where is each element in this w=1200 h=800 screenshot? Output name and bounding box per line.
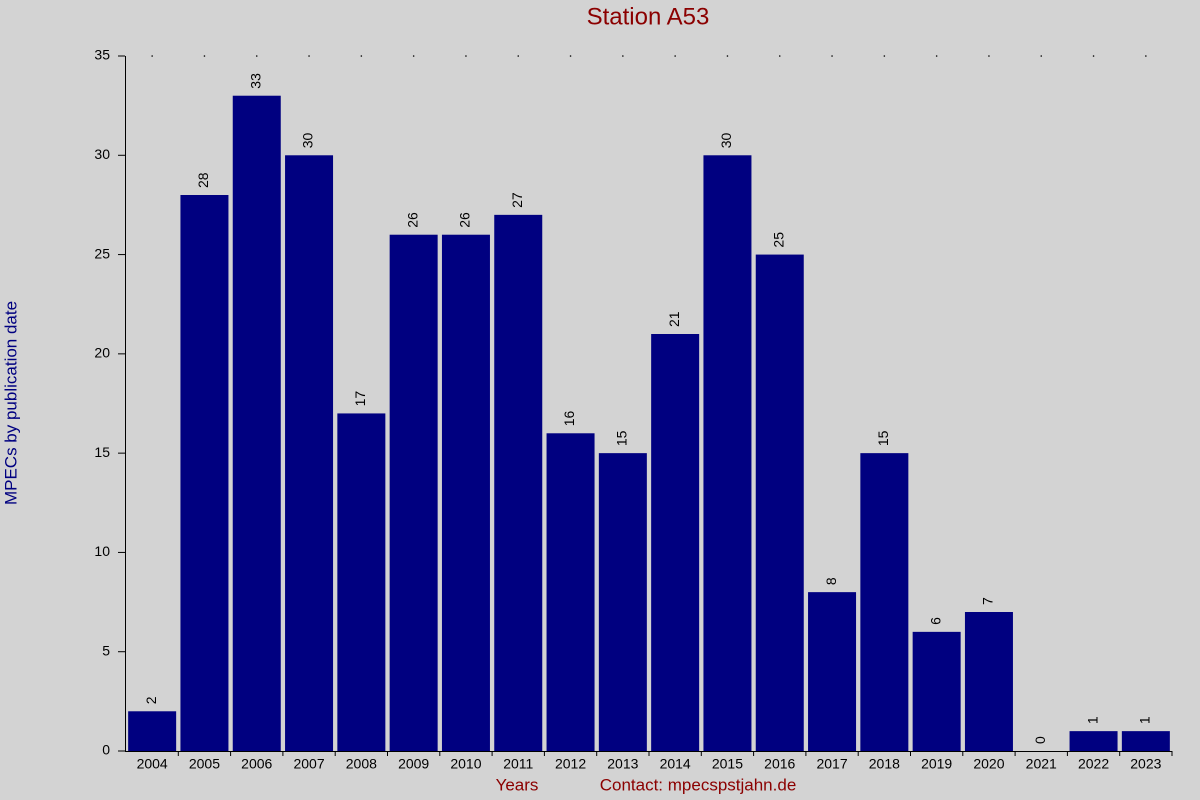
bar xyxy=(703,155,752,752)
value-label: 17 xyxy=(352,391,368,407)
value-label: 0 xyxy=(1032,736,1048,744)
bar xyxy=(598,453,647,751)
bar xyxy=(180,195,229,751)
bar xyxy=(285,155,334,752)
top-dot xyxy=(935,55,938,57)
top-dot xyxy=(831,55,833,57)
y-axis-label: MPECs by publication date xyxy=(1,301,20,505)
top-dot xyxy=(151,55,153,57)
y-tick-label: 20 xyxy=(94,345,110,361)
value-label: 1 xyxy=(1084,716,1100,724)
top-dot xyxy=(883,55,886,57)
x-tick-label: 2013 xyxy=(607,756,638,772)
top-dot xyxy=(517,55,520,57)
top-dot xyxy=(360,55,363,57)
top-dot xyxy=(622,55,624,57)
top-dot xyxy=(465,55,467,57)
top-dot xyxy=(1145,55,1147,57)
bar xyxy=(964,612,1013,751)
x-tick-label: 2005 xyxy=(189,756,220,772)
x-tick-label: 2006 xyxy=(241,756,272,772)
y-tick-label: 5 xyxy=(102,642,110,658)
bar xyxy=(1121,731,1170,751)
top-dot xyxy=(1092,55,1095,57)
x-tick-label: 2010 xyxy=(450,756,481,772)
bar xyxy=(860,453,909,751)
value-label: 8 xyxy=(823,577,839,585)
x-tick-label: 2004 xyxy=(137,756,168,772)
bar xyxy=(494,214,543,751)
bar xyxy=(389,234,438,751)
value-label: 1 xyxy=(1137,716,1153,724)
chart-title: Station A53 xyxy=(587,3,710,30)
bar xyxy=(128,711,177,751)
x-tick-label: 2011 xyxy=(503,756,533,772)
value-label: 6 xyxy=(927,617,943,625)
value-label: 25 xyxy=(770,232,786,248)
y-tick-label: 30 xyxy=(94,146,110,162)
value-label: 15 xyxy=(614,430,630,446)
x-tick-label: 2009 xyxy=(398,756,429,772)
contact: Contact: mpecspstjahn.de xyxy=(600,775,797,794)
x-tick-label: 2023 xyxy=(1130,756,1161,772)
y-tick-label: 10 xyxy=(94,543,110,559)
y-tick-label: 35 xyxy=(94,47,110,63)
top-dot xyxy=(203,55,206,57)
x-tick-label: 2021 xyxy=(1026,756,1057,772)
value-label: 16 xyxy=(561,410,577,426)
value-label: 26 xyxy=(404,212,420,228)
x-tick-label: 2007 xyxy=(293,756,324,772)
value-label: 2 xyxy=(143,696,159,704)
y-tick-label: 25 xyxy=(94,245,110,261)
x-tick-label: 2014 xyxy=(660,756,691,772)
y-tick-label: 15 xyxy=(94,444,110,460)
x-tick-label: 2018 xyxy=(869,756,900,772)
top-dot xyxy=(1040,55,1043,57)
bar xyxy=(808,592,857,751)
top-dot xyxy=(308,55,310,57)
bar xyxy=(337,413,386,751)
x-tick-label: 2016 xyxy=(764,756,795,772)
bar xyxy=(651,334,700,751)
bar xyxy=(232,95,281,751)
value-label: 30 xyxy=(718,132,734,148)
x-axis-label: Years xyxy=(496,775,539,794)
y-tick-label: 0 xyxy=(102,742,110,758)
bar xyxy=(441,234,490,751)
top-dot xyxy=(674,55,676,57)
top-dot xyxy=(255,55,258,57)
value-label: 7 xyxy=(980,597,996,605)
top-dot xyxy=(412,55,415,57)
bar xyxy=(546,433,595,751)
value-label: 28 xyxy=(195,172,211,188)
bar xyxy=(912,631,961,751)
value-label: 15 xyxy=(875,430,891,446)
x-tick-label: 2015 xyxy=(712,756,743,772)
value-label: 26 xyxy=(457,212,473,228)
x-tick-label: 2020 xyxy=(973,756,1004,772)
x-tick-label: 2012 xyxy=(555,756,586,772)
top-dot xyxy=(726,55,729,57)
top-dot xyxy=(988,55,990,57)
value-label: 30 xyxy=(300,132,316,148)
x-tick-label: 2019 xyxy=(921,756,952,772)
bar xyxy=(1069,731,1118,751)
x-tick-label: 2022 xyxy=(1078,756,1109,772)
top-dot xyxy=(569,55,572,57)
value-label: 21 xyxy=(666,311,682,327)
top-dot xyxy=(778,55,781,57)
x-tick-label: 2008 xyxy=(346,756,377,772)
value-label: 33 xyxy=(247,73,263,89)
x-tick-label: 2017 xyxy=(816,756,847,772)
bar xyxy=(755,254,804,752)
value-label: 27 xyxy=(509,192,525,208)
